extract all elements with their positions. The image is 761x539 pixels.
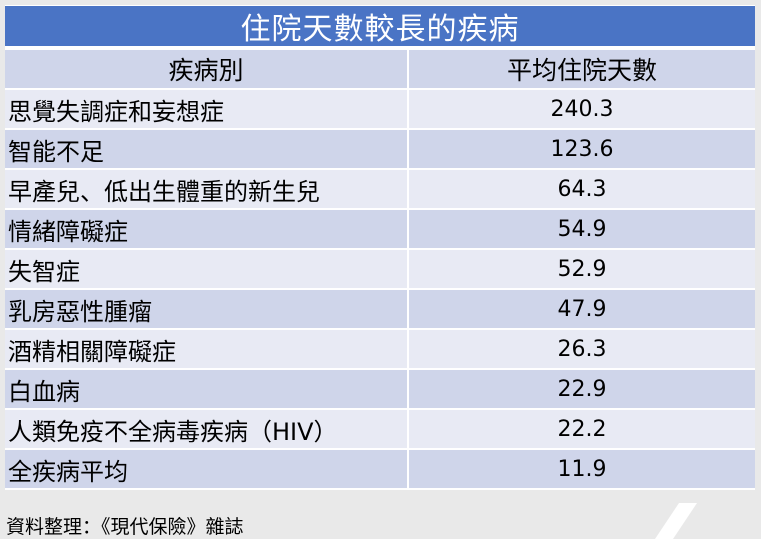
days-cell: 64.3	[408, 168, 755, 210]
disease-cell: 白血病	[5, 368, 409, 410]
disease-cell: 全疾病平均	[5, 448, 409, 490]
days-cell: 11.9	[408, 448, 755, 490]
decorative-slash-shape	[655, 503, 697, 539]
source-note: 資料整理：《現代保險》雜誌	[6, 516, 244, 538]
column-header-disease: 疾病別	[5, 48, 409, 90]
disease-cell: 酒精相關障礙症	[5, 328, 409, 370]
disease-cell: 乳房惡性腫瘤	[5, 288, 409, 330]
table-header-row: 疾病別 平均住院天數	[5, 48, 755, 90]
days-cell: 240.3	[408, 88, 755, 130]
table-row: 全疾病平均 11.9	[5, 448, 755, 490]
days-cell: 54.9	[408, 208, 755, 250]
disease-cell: 人類免疫不全病毒疾病（HIV）	[5, 408, 409, 450]
disease-cell: 情緒障礙症	[5, 208, 409, 250]
disease-cell: 早產兒、低出生體重的新生兒	[5, 168, 409, 210]
table-row: 乳房惡性腫瘤 47.9	[5, 288, 755, 330]
table-row: 情緒障礙症 54.9	[5, 208, 755, 250]
days-cell: 22.9	[408, 368, 755, 410]
disease-cell: 思覺失調症和妄想症	[5, 88, 409, 130]
disease-cell: 失智症	[5, 248, 409, 290]
page-title: 住院天數較長的疾病	[5, 5, 755, 48]
days-cell: 47.9	[408, 288, 755, 330]
table-row: 酒精相關障礙症 26.3	[5, 328, 755, 370]
table-row: 思覺失調症和妄想症 240.3	[5, 88, 755, 130]
days-cell: 123.6	[408, 128, 755, 170]
days-cell: 52.9	[408, 248, 755, 290]
table-row: 智能不足 123.6	[5, 128, 755, 170]
table-row: 人類免疫不全病毒疾病（HIV） 22.2	[5, 408, 755, 450]
hospital-stay-table: 疾病別 平均住院天數 思覺失調症和妄想症 240.3 智能不足 123.6 早產…	[5, 48, 755, 490]
table-row: 白血病 22.9	[5, 368, 755, 410]
days-cell: 26.3	[408, 328, 755, 370]
column-header-average-days: 平均住院天數	[408, 48, 755, 90]
table-row: 早產兒、低出生體重的新生兒 64.3	[5, 168, 755, 210]
disease-cell: 智能不足	[5, 128, 409, 170]
table-row: 失智症 52.9	[5, 248, 755, 290]
days-cell: 22.2	[408, 408, 755, 450]
